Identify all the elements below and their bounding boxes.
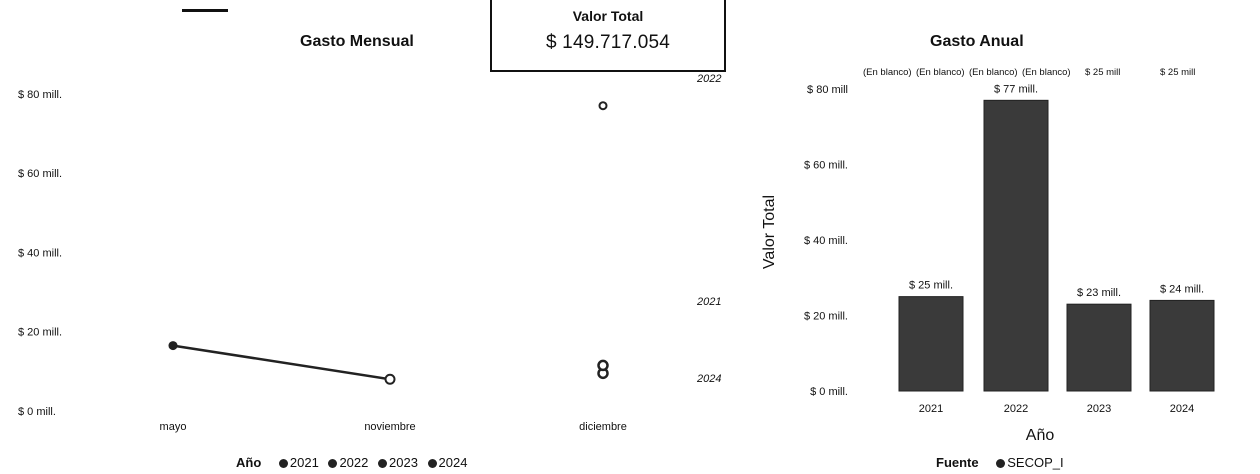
monthly-spend-chart[interactable]: $ 0 mill. $ 20 mill. $ 40 mill. $ 60 mill. $…: [0, 0, 760, 440]
bar: [983, 99, 1049, 392]
data-label: $ 77 mill.: [994, 83, 1038, 95]
x-tick-label: noviembre: [364, 421, 415, 433]
annual-legend-title: Fuente: [936, 455, 979, 470]
y-tick-label: $ 80 mill.: [18, 89, 62, 101]
x-tick-label: mayo: [160, 421, 187, 433]
y-tick-label: $ 60 mill.: [804, 160, 848, 172]
data-point: [168, 341, 178, 351]
top-label: $ 25 mill: [1160, 67, 1195, 78]
data-point: [597, 359, 609, 372]
y-tick-label: $ 0 mill.: [18, 406, 56, 418]
legend-dot-icon: [427, 459, 437, 468]
bar: [1066, 303, 1132, 392]
y-tick-label: $ 60 mill.: [18, 168, 62, 180]
data-point: [384, 373, 396, 385]
y-tick-label: $ 40 mill.: [18, 247, 62, 259]
y-tick-label: $ 0 mill.: [810, 386, 848, 398]
bar: [898, 296, 964, 392]
kpi-label: Valor Total: [572, 8, 644, 24]
top-label: $ 25 mill: [1085, 67, 1120, 78]
x-tick-label: 2022: [1004, 403, 1028, 415]
annual-chart-title: Gasto Anual: [930, 33, 1024, 50]
legend-dot-icon: [996, 459, 1006, 468]
legend-dot-icon: [328, 459, 338, 468]
legend-item-2024[interactable]: 2024: [422, 455, 467, 470]
x-tick-label: 2024: [1170, 403, 1194, 415]
x-tick-label: 2021: [919, 403, 943, 415]
legend-item-secop[interactable]: SECOP_I: [990, 455, 1064, 470]
data-label: $ 23 mill.: [1077, 287, 1121, 299]
y-tick-label: $ 80 mill: [807, 84, 848, 96]
kpi-value: $ 149.717.054: [545, 32, 671, 53]
top-label: (En blanco): [969, 67, 1018, 78]
y-tick-label: $ 20 mill.: [18, 327, 62, 339]
kpi-card[interactable]: Valor Total $ 149.717.054: [490, 0, 726, 72]
monthly-chart-title: Gasto Mensual: [300, 33, 414, 50]
data-label: $ 24 mill.: [1160, 283, 1204, 295]
top-label: (En blanco): [863, 67, 912, 78]
x-axis-label: Año: [1026, 427, 1055, 444]
annual-spend-chart[interactable]: $ 0 mill. $ 20 mill. $ 40 mill. $ 60 mill. $…: [750, 0, 1260, 450]
series-line-2021: [172, 344, 391, 381]
bar: [1149, 299, 1215, 392]
y-axis-label: Valor Total: [761, 195, 778, 269]
legend-item-2022[interactable]: 2022: [322, 455, 368, 470]
y-tick-label: $ 20 mill.: [804, 311, 848, 323]
series-end-label: 2024: [696, 373, 721, 385]
decorative-line: [182, 9, 228, 12]
series-end-label: 2021: [696, 296, 721, 308]
y-tick-label: $ 40 mill.: [804, 235, 848, 247]
top-label: (En blanco): [916, 67, 965, 78]
annual-legend: Fuente SECOP_I: [936, 455, 1064, 470]
legend-dot-icon: [278, 459, 288, 468]
top-label: (En blanco): [1022, 67, 1071, 78]
legend-item-2023[interactable]: 2023: [372, 455, 418, 470]
data-label: $ 25 mill.: [909, 280, 953, 292]
data-point: [598, 101, 608, 111]
legend-dot-icon: [378, 459, 387, 468]
legend-item-2021[interactable]: 2021: [273, 455, 319, 470]
monthly-legend: Año 2021 2022 2023 2024: [236, 455, 467, 470]
series-end-label: 2022: [696, 73, 721, 85]
monthly-legend-title: Año: [236, 455, 262, 470]
x-tick-label: diciembre: [579, 421, 627, 433]
x-tick-label: 2023: [1087, 403, 1111, 415]
